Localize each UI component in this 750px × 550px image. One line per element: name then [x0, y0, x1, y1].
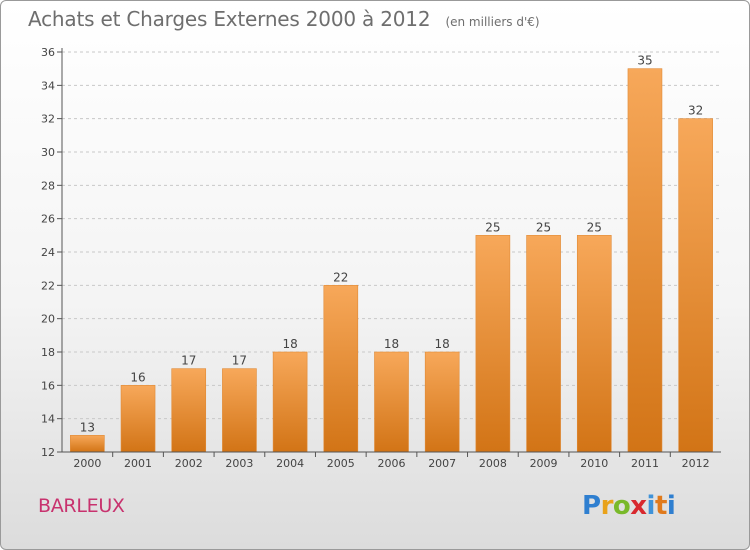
x-tick-label: 2009 — [530, 457, 558, 470]
y-tick-label: 34 — [41, 79, 55, 92]
y-tick-label: 32 — [41, 113, 55, 126]
x-tick-label: 2003 — [225, 457, 253, 470]
y-tick-label: 28 — [41, 179, 55, 192]
y-tick-label: 20 — [41, 313, 55, 326]
data-label: 32 — [688, 104, 703, 118]
bar-2004 — [272, 351, 308, 453]
data-label: 16 — [130, 370, 145, 384]
x-tick-label: 2011 — [631, 457, 659, 470]
y-tick-label: 26 — [41, 213, 55, 226]
x-tick-label: 2007 — [428, 457, 456, 470]
data-label: 18 — [282, 337, 297, 351]
bar-2006 — [374, 351, 409, 453]
bar-2010 — [576, 235, 612, 453]
chart-unit: (en milliers d'€) — [445, 15, 540, 29]
data-label: 17 — [232, 354, 247, 368]
data-label: 18 — [384, 337, 399, 351]
x-tick-label: 2012 — [682, 457, 710, 470]
chart-title: Achats et Charges Externes 2000 à 2012 — [28, 7, 431, 31]
bar-2007 — [424, 351, 460, 453]
bar-2000 — [70, 435, 105, 453]
x-tick-label: 2008 — [479, 457, 507, 470]
bar-2008 — [475, 235, 511, 453]
data-label: 17 — [181, 354, 196, 368]
x-tick-label: 2004 — [276, 457, 304, 470]
y-tick-label: 30 — [41, 146, 55, 159]
x-tick-label: 2002 — [175, 457, 203, 470]
data-label: 22 — [333, 270, 348, 284]
x-tick-label: 2000 — [73, 457, 101, 470]
commune-name: BARLEUX — [38, 495, 125, 517]
data-label: 18 — [435, 337, 450, 351]
y-tick-label: 18 — [41, 346, 55, 359]
bar-2003 — [222, 368, 257, 453]
x-tick-label: 2006 — [378, 457, 406, 470]
x-tick-label: 2005 — [327, 457, 355, 470]
axes — [57, 48, 721, 457]
x-tick-label: 2001 — [124, 457, 152, 470]
y-tick-label: 24 — [41, 246, 55, 259]
y-tick-label: 36 — [41, 46, 55, 59]
labels: 12 14 16 18 20 22 24 26 28 30 32 34 36 13 2000 16 2001 17… — [41, 46, 710, 470]
bar-2009 — [526, 235, 561, 453]
bar-2012 — [678, 118, 713, 453]
x-tick-label: 2010 — [580, 457, 608, 470]
bar-2002 — [171, 368, 207, 453]
data-label: 25 — [485, 220, 500, 234]
proxiti-logo[interactable]: Proxiti — [582, 491, 676, 521]
bars — [70, 68, 713, 453]
data-label: 25 — [536, 220, 551, 234]
data-label: 13 — [80, 420, 95, 434]
y-tick-label: 22 — [41, 279, 55, 292]
bar-2011 — [627, 68, 663, 453]
title-row: Achats et Charges Externes 2000 à 2012 (… — [28, 7, 540, 31]
bar-2001 — [120, 385, 156, 453]
data-label: 35 — [637, 54, 652, 68]
bar-2005 — [323, 285, 359, 453]
y-tick-label: 12 — [41, 446, 55, 459]
data-label: 25 — [587, 220, 602, 234]
y-tick-label: 14 — [41, 413, 55, 426]
y-tick-label: 16 — [41, 379, 55, 392]
